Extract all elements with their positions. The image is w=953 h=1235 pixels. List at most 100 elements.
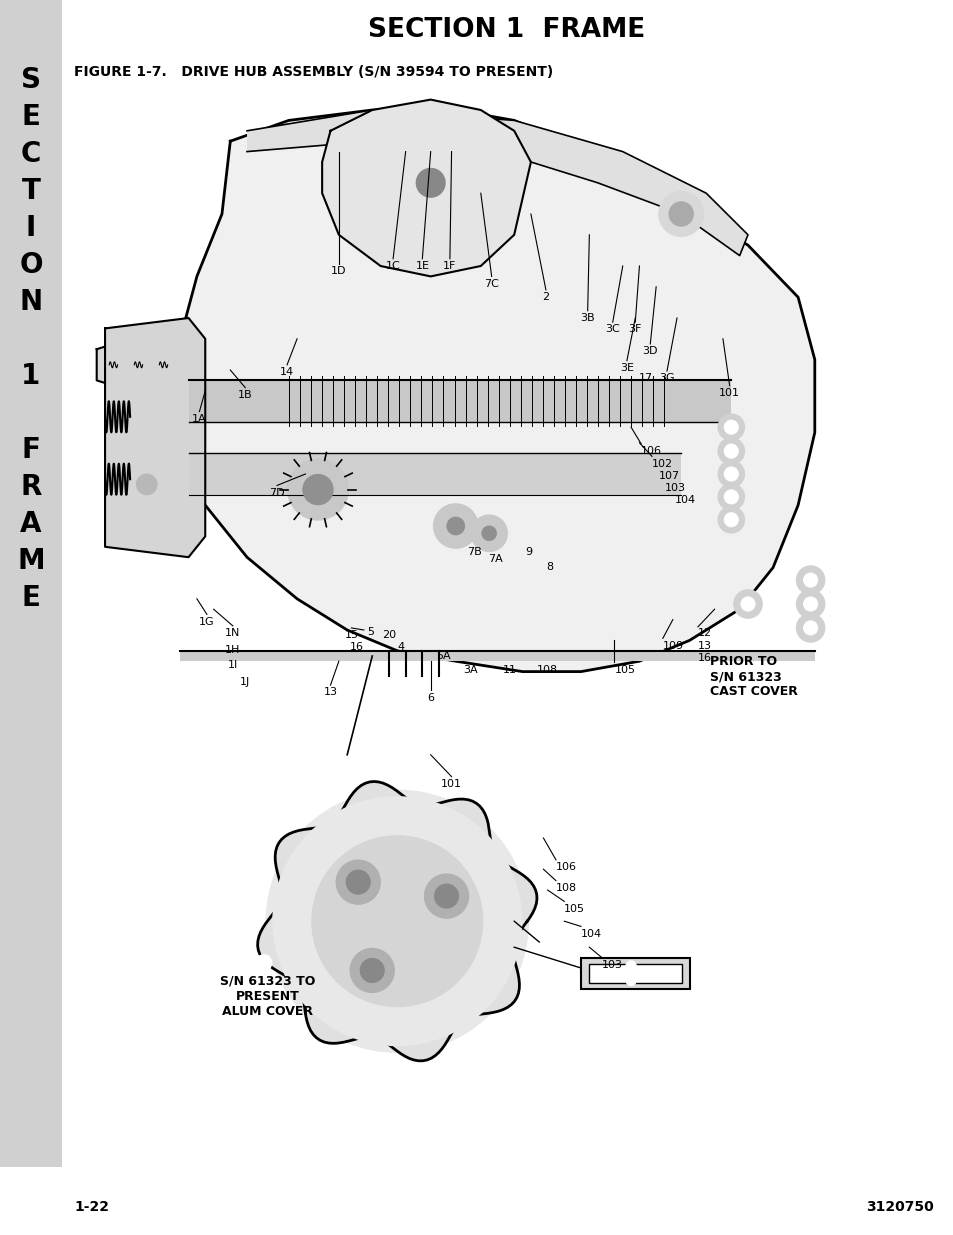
Text: 105: 105 [614, 664, 635, 674]
Circle shape [718, 506, 743, 532]
Text: 14: 14 [280, 367, 294, 377]
Circle shape [255, 955, 272, 971]
Text: 107: 107 [658, 471, 679, 482]
Text: C: C [21, 140, 41, 168]
Text: 106: 106 [640, 446, 661, 456]
Text: FIGURE 1-7.   DRIVE HUB ASSEMBLY (S/N 39594 TO PRESENT): FIGURE 1-7. DRIVE HUB ASSEMBLY (S/N 3959… [74, 65, 553, 79]
Circle shape [718, 461, 743, 487]
Text: 3A: 3A [463, 664, 477, 674]
Circle shape [796, 590, 823, 618]
Text: 109: 109 [662, 641, 683, 651]
Text: 3D: 3D [642, 346, 658, 356]
Text: 1I: 1I [228, 661, 237, 671]
Text: 104: 104 [674, 495, 695, 505]
Circle shape [267, 792, 527, 1051]
Circle shape [718, 484, 743, 510]
Text: 16: 16 [698, 653, 711, 663]
Circle shape [424, 874, 468, 918]
Text: 1: 1 [21, 362, 41, 390]
Circle shape [346, 871, 370, 894]
Polygon shape [257, 782, 537, 1061]
Text: 1N: 1N [225, 629, 240, 638]
Circle shape [471, 515, 507, 551]
Text: S: S [21, 65, 41, 94]
Text: 1A: 1A [192, 414, 207, 424]
Circle shape [723, 467, 738, 480]
Circle shape [733, 590, 761, 618]
Text: O: O [19, 251, 43, 279]
Circle shape [723, 445, 738, 458]
Text: 3B: 3B [579, 312, 595, 324]
Polygon shape [105, 317, 205, 557]
Text: 1D: 1D [331, 267, 346, 277]
Text: 3E: 3E [619, 363, 633, 373]
Text: 103: 103 [601, 960, 622, 969]
Text: E: E [22, 103, 40, 131]
Text: 1F: 1F [443, 261, 456, 270]
Circle shape [802, 621, 817, 635]
Text: 101: 101 [719, 388, 740, 398]
Circle shape [136, 474, 156, 494]
Circle shape [625, 976, 636, 986]
Text: 103: 103 [664, 483, 685, 493]
Circle shape [796, 614, 823, 642]
Circle shape [350, 948, 394, 993]
Circle shape [718, 414, 743, 440]
Circle shape [434, 884, 458, 908]
Polygon shape [172, 110, 814, 672]
Circle shape [723, 513, 738, 527]
Text: R: R [20, 473, 42, 501]
Polygon shape [322, 100, 530, 277]
Text: 106: 106 [556, 862, 577, 872]
Circle shape [802, 597, 817, 611]
Polygon shape [96, 329, 196, 401]
Polygon shape [189, 380, 731, 422]
Text: 2: 2 [542, 293, 549, 303]
Circle shape [272, 797, 521, 1046]
Text: 3C: 3C [605, 325, 619, 335]
Circle shape [312, 836, 482, 1007]
Text: S/N 61323 TO
PRESENT
ALUM COVER: S/N 61323 TO PRESENT ALUM COVER [220, 974, 315, 1018]
Bar [0, 0, 62, 1167]
Text: E: E [22, 584, 40, 613]
Circle shape [312, 836, 482, 1007]
Text: 9: 9 [525, 547, 532, 557]
Text: 3G: 3G [659, 373, 674, 383]
Text: 1G: 1G [199, 616, 214, 626]
Text: 102: 102 [651, 458, 673, 468]
Text: 20: 20 [381, 630, 395, 640]
Text: 1C: 1C [385, 261, 400, 270]
Text: 7A: 7A [488, 555, 502, 564]
Circle shape [659, 191, 702, 236]
Circle shape [481, 526, 496, 541]
Circle shape [303, 474, 333, 505]
Circle shape [335, 860, 380, 904]
Text: 5A: 5A [436, 651, 450, 661]
Text: 7D: 7D [269, 488, 285, 498]
Text: M: M [17, 547, 45, 576]
Text: I: I [26, 214, 36, 242]
Circle shape [360, 958, 384, 982]
Polygon shape [180, 651, 814, 661]
Text: 15: 15 [344, 630, 358, 640]
Text: 108: 108 [556, 883, 577, 893]
Bar [580, 957, 689, 989]
Circle shape [668, 203, 693, 226]
Text: 11: 11 [502, 664, 517, 674]
Circle shape [434, 504, 477, 548]
Text: 8: 8 [546, 562, 553, 572]
Circle shape [416, 169, 444, 196]
Bar [588, 963, 680, 983]
Text: 1E: 1E [415, 261, 429, 270]
Text: 108: 108 [537, 664, 558, 674]
Text: SECTION 1  FRAME: SECTION 1 FRAME [368, 17, 645, 43]
Polygon shape [189, 453, 680, 495]
Text: 1J: 1J [240, 677, 251, 687]
Text: 16: 16 [350, 642, 364, 652]
Text: 13: 13 [698, 641, 711, 651]
Text: 6: 6 [427, 693, 434, 703]
Text: PRIOR TO
S/N 61323
CAST COVER: PRIOR TO S/N 61323 CAST COVER [710, 656, 798, 698]
Circle shape [802, 573, 817, 587]
Text: 13: 13 [323, 688, 337, 698]
Circle shape [625, 961, 636, 971]
